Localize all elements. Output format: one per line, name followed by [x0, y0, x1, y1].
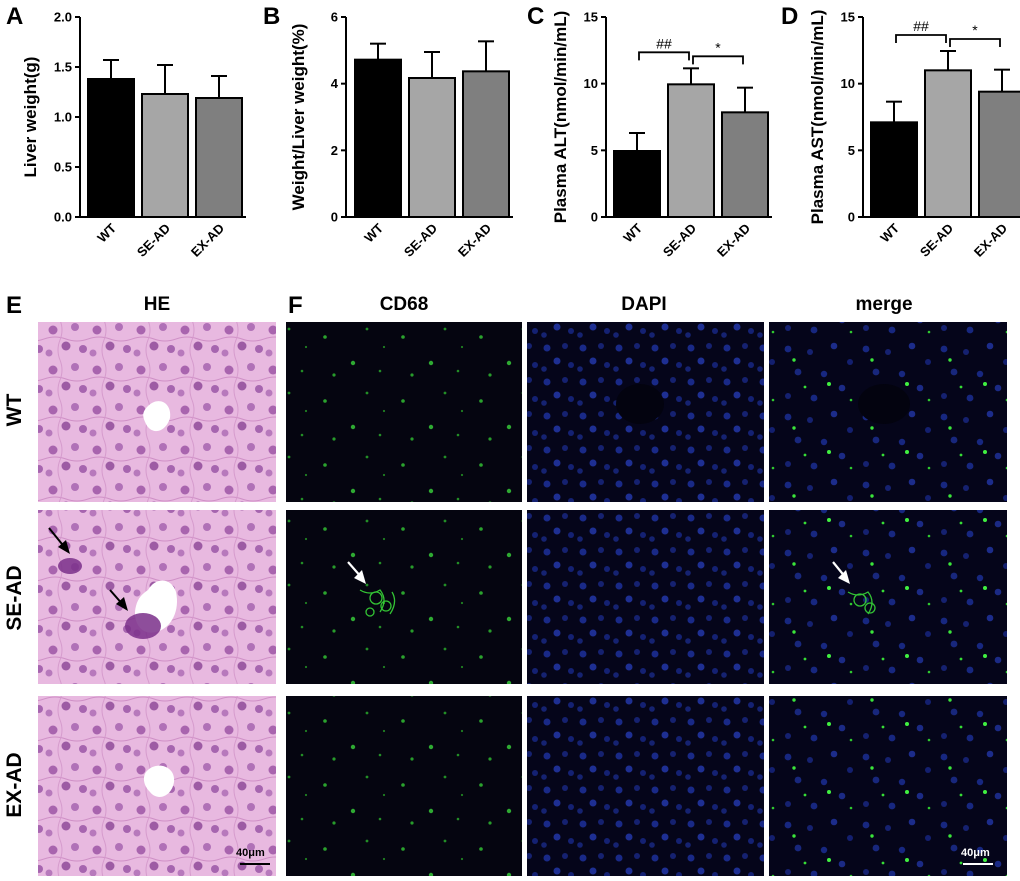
- micrograph-cd68-wt: [286, 322, 522, 502]
- category-label: EX-AD: [714, 221, 753, 260]
- significance-bracket: *: [692, 39, 744, 65]
- significance-label: ##: [913, 18, 929, 34]
- bar-ex-ad: [721, 111, 769, 218]
- y-tick-label: 2: [331, 143, 338, 158]
- category-label: WT: [94, 220, 119, 245]
- micrograph-cd68-se-ad: [286, 510, 522, 684]
- arrow-merge: [832, 561, 850, 584]
- arrow-cd68: [347, 561, 366, 584]
- micrograph-dapi-ex-ad: [527, 696, 764, 876]
- significance-bracket: ##: [638, 35, 690, 61]
- micrograph-merge-wt: [769, 322, 1007, 502]
- scale-bar-fluor: 40μm: [961, 847, 993, 865]
- category-label: WT: [361, 220, 386, 245]
- category-label: WT: [620, 220, 645, 245]
- bar-se-ad: [667, 83, 715, 219]
- panel-letter-b: B: [263, 3, 280, 30]
- column-title-merge: merge: [855, 294, 912, 315]
- y-tick-label: 1.0: [54, 110, 72, 125]
- micrograph-cd68-ex-ad: [286, 696, 522, 876]
- y-tick-label: 1.5: [54, 60, 72, 75]
- significance-bracket: *: [949, 22, 1001, 47]
- bracket-line: [949, 38, 1001, 47]
- y-axis-label: Plasma ALT(nmol/min/mL): [551, 11, 570, 224]
- chart-panel-a: A Liver weight(g) 0.0 0.5 1.0 1.5 2.0 WT SE-AD EX…: [6, 3, 246, 260]
- micrograph-he-se-ad: [38, 510, 276, 684]
- micrograph-merge-ex-ad: [769, 696, 1007, 876]
- bar-wt: [613, 150, 661, 218]
- panel-letter-e: E: [6, 292, 22, 319]
- significance-label: *: [972, 22, 978, 38]
- y-tick-label: 5: [591, 143, 598, 158]
- y-tick-label: 0.0: [54, 210, 72, 225]
- micrograph-he-wt: [38, 322, 276, 502]
- category-label: EX-AD: [455, 221, 494, 260]
- micrograph-dapi-se-ad: [527, 510, 764, 684]
- y-axis-label: Weight/Liver weight(%): [289, 24, 308, 211]
- scale-bar-he-label: 40μm: [236, 847, 265, 859]
- arrow-he-2: [109, 589, 128, 611]
- bracket-line: [692, 55, 744, 65]
- row-label-wt: WT: [3, 394, 26, 427]
- y-tick-label: 15: [841, 10, 855, 25]
- y-tick-label: 10: [584, 76, 598, 91]
- category-label: SE-AD: [401, 221, 440, 260]
- category-label: SE-AD: [917, 221, 956, 260]
- y-tick-label: 0.5: [54, 160, 72, 175]
- y-tick-label: 5: [848, 143, 855, 158]
- y-tick-label: 0: [591, 210, 598, 225]
- category-label: EX-AD: [971, 221, 1010, 260]
- y-tick-label: 0: [848, 210, 855, 225]
- y-tick-label: 15: [584, 10, 598, 25]
- column-title-dapi: DAPI: [621, 294, 666, 315]
- bar-ex-ad: [978, 90, 1020, 218]
- panel-letter-a: A: [6, 3, 23, 30]
- y-tick-label: 0: [331, 210, 338, 225]
- significance-label: ##: [656, 35, 672, 51]
- significance-label: *: [715, 39, 721, 55]
- chart-panel-c: C Plasma ALT(nmol/min/mL) 0 5 10 15 WT SE-AD EX-…: [527, 3, 772, 260]
- y-axis-label: Liver weight(g): [21, 57, 40, 178]
- column-title-he: HE: [144, 294, 170, 315]
- inflammatory-cell-cluster: [125, 613, 161, 639]
- bar-ex-ad: [462, 70, 510, 219]
- significance-bracket: ##: [895, 18, 947, 43]
- bar-ex-ad: [195, 97, 243, 218]
- arrow-he-1: [48, 527, 70, 554]
- panel-letter-c: C: [527, 3, 544, 30]
- bar-se-ad: [141, 93, 189, 218]
- scale-bar-fluor-label: 40μm: [961, 847, 990, 859]
- y-tick-label: 10: [841, 76, 855, 91]
- scale-bar-he: 40μm: [236, 847, 270, 865]
- bar-se-ad: [408, 77, 456, 218]
- category-label: WT: [877, 220, 902, 245]
- bar-wt: [870, 121, 918, 218]
- bracket-line: [638, 51, 690, 61]
- row-label-se-ad: SE-AD: [3, 565, 26, 630]
- bar-wt: [354, 58, 402, 218]
- row-label-ex-ad: EX-AD: [3, 752, 26, 817]
- micrograph-he-ex-ad: [38, 696, 276, 876]
- column-title-cd68: CD68: [380, 294, 429, 315]
- category-label: SE-AD: [660, 221, 699, 260]
- category-label: SE-AD: [134, 221, 173, 260]
- panel-letter-d: D: [781, 3, 798, 30]
- bar-wt: [87, 78, 135, 218]
- panel-letter-f: F: [288, 292, 303, 319]
- bar-se-ad: [924, 69, 972, 219]
- y-tick-label: 2.0: [54, 10, 72, 25]
- bracket-line: [895, 34, 947, 43]
- y-tick-label: 4: [331, 76, 339, 91]
- micrograph-merge-se-ad: [769, 510, 1007, 684]
- micrograph-dapi-wt: [527, 322, 764, 502]
- y-axis-label: Plasma AST(nmol/min/mL): [808, 10, 827, 225]
- category-label: EX-AD: [188, 221, 227, 260]
- chart-panel-b: B Weight/Liver weight(%) 0 2 4 6 WT SE-AD EX-AD: [263, 3, 513, 260]
- y-tick-label: 6: [331, 10, 338, 25]
- chart-panel-d: D Plasma AST(nmol/min/mL) 0 5 10 15 WT SE-AD EX-…: [781, 3, 1020, 260]
